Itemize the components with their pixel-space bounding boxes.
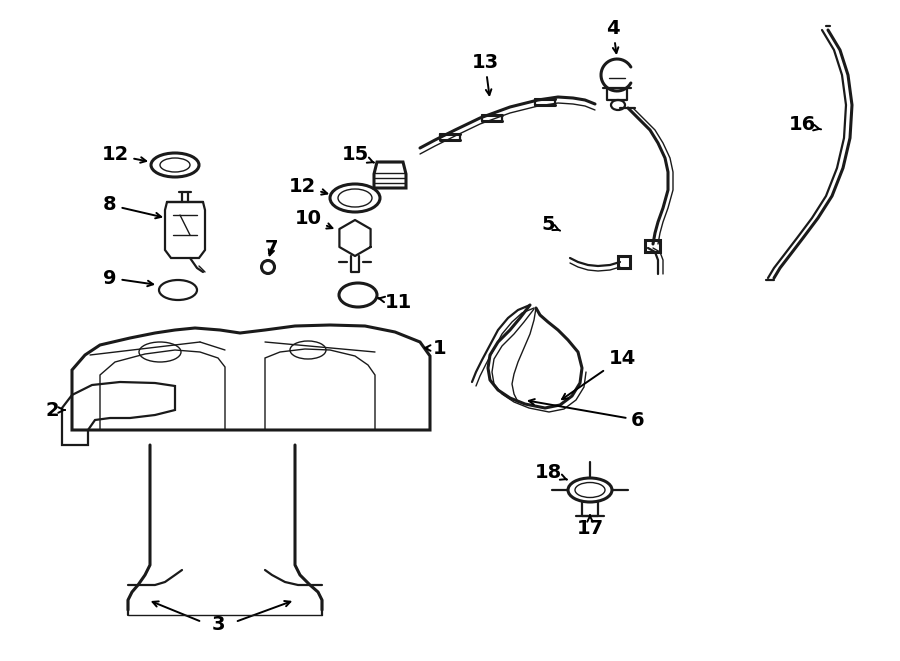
- Text: 10: 10: [294, 208, 332, 229]
- Text: 7: 7: [266, 239, 279, 258]
- Text: 11: 11: [379, 293, 411, 311]
- Text: 9: 9: [104, 268, 153, 288]
- Text: 14: 14: [562, 348, 635, 399]
- Text: 15: 15: [341, 145, 374, 165]
- Text: 6: 6: [529, 399, 644, 430]
- Text: 4: 4: [607, 19, 620, 53]
- Text: 2: 2: [45, 401, 65, 420]
- Text: 12: 12: [102, 145, 146, 165]
- Text: 3: 3: [212, 615, 225, 635]
- Text: 16: 16: [788, 116, 821, 134]
- Text: 1: 1: [425, 338, 446, 358]
- Text: 13: 13: [472, 52, 499, 95]
- Text: 8: 8: [104, 196, 161, 218]
- Text: 17: 17: [576, 516, 604, 537]
- Text: 12: 12: [288, 176, 328, 196]
- Text: 18: 18: [535, 463, 567, 481]
- Text: 5: 5: [541, 215, 560, 235]
